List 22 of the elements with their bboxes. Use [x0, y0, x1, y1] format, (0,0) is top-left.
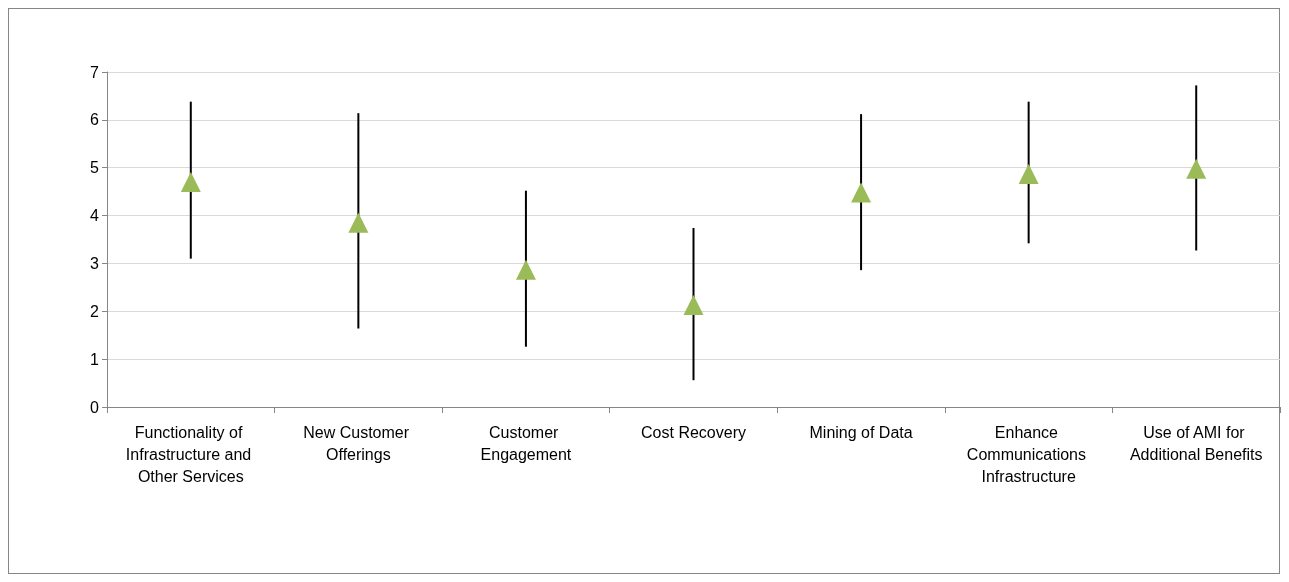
y-tick-label: 6 [90, 111, 100, 129]
y-tick-label: 3 [90, 254, 100, 272]
x-tick-label: Cost Recovery [641, 423, 746, 441]
x-tick-label: Customer Engagement [480, 423, 572, 463]
x-tick-label: Mining of Data [809, 423, 913, 441]
x-tick-label: Use of AMI for Additional Benefits [1129, 423, 1263, 463]
x-tick-label: New Customer Offerings [303, 423, 414, 463]
point [851, 182, 872, 203]
x-tick-label: Enhance Communications Infrastructure [966, 423, 1091, 485]
point [683, 295, 704, 316]
y-tick-label: 5 [90, 159, 100, 177]
point [180, 172, 201, 193]
point [1018, 163, 1039, 184]
x-tick-label: Functionality of Infrastructure and Other Services [125, 423, 256, 485]
y-tick-label: 1 [90, 350, 100, 368]
point [515, 259, 536, 280]
y-tick-label: 4 [90, 207, 100, 225]
y-tick-label: 7 [90, 63, 100, 81]
point [1186, 158, 1207, 179]
point [348, 212, 369, 233]
y-tick-label: 2 [90, 302, 100, 320]
y-tick-label: 0 [90, 398, 100, 416]
